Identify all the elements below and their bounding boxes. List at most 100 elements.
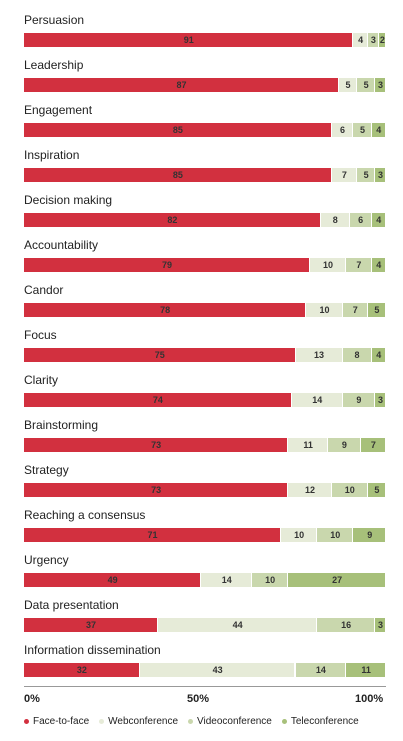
data-label-candor-videoconference: 7 xyxy=(352,305,358,315)
data-label-persuasion-face-to-face: 91 xyxy=(183,35,194,45)
data-label-data-presentation-webconference: 44 xyxy=(232,620,243,630)
bar-data-presentation-teleconference xyxy=(375,618,386,632)
bar-brainstorming-webconference xyxy=(288,438,329,452)
data-label-brainstorming-webconference: 11 xyxy=(303,440,313,450)
legend-dot-icon xyxy=(24,719,29,724)
legend-item-webconference: Webconference xyxy=(99,716,178,727)
data-label-information-dissemination-teleconference: 11 xyxy=(361,665,371,675)
x-axis-line xyxy=(24,686,386,687)
data-label-leadership-videoconference: 5 xyxy=(363,80,369,90)
bar-brainstorming-teleconference xyxy=(360,438,386,452)
bar-focus-webconference xyxy=(295,348,343,362)
bar-strategy-webconference xyxy=(288,483,332,497)
category-label-accountability: Accountability xyxy=(24,238,99,252)
data-label-reaching-a-consensus-teleconference: 9 xyxy=(367,530,373,540)
data-label-brainstorming-face-to-face: 73 xyxy=(151,440,162,450)
legend-dot-icon xyxy=(281,719,287,724)
bar-leadership-videoconference xyxy=(357,78,376,92)
legend-label: Videoconference xyxy=(197,716,272,727)
data-label-clarity-webconference: 14 xyxy=(312,395,323,405)
bar-brainstorming-face-to-face xyxy=(24,438,289,452)
bar-inspiration-teleconference xyxy=(375,168,386,182)
data-label-candor-teleconference: 5 xyxy=(374,305,380,315)
bar-persuasion-videoconference xyxy=(367,33,379,47)
data-label-focus-face-to-face: 75 xyxy=(154,350,165,360)
data-label-engagement-face-to-face: 85 xyxy=(172,125,183,135)
data-label-information-dissemination-webconference: 43 xyxy=(212,665,223,675)
data-label-reaching-a-consensus-videoconference: 10 xyxy=(330,530,341,540)
data-label-decision-making-face-to-face: 82 xyxy=(167,215,178,225)
x-tick-label-0: 0% xyxy=(24,693,40,705)
bar-focus-videoconference xyxy=(342,348,372,362)
category-label-data-presentation: Data presentation xyxy=(24,598,119,612)
bar-engagement-face-to-face xyxy=(24,123,332,137)
data-label-urgency-webconference: 14 xyxy=(221,575,232,585)
x-tick-label-100: 100% xyxy=(355,693,384,705)
category-label-persuasion: Persuasion xyxy=(24,13,85,27)
data-label-data-presentation-teleconference: 3 xyxy=(378,620,384,630)
data-label-accountability-teleconference: 4 xyxy=(376,260,382,270)
bar-clarity-teleconference xyxy=(375,393,386,407)
category-label-reaching-a-consensus: Reaching a consensus xyxy=(24,508,146,522)
bar-leadership-webconference xyxy=(338,78,358,92)
data-label-brainstorming-teleconference: 7 xyxy=(370,440,376,450)
legend-item-teleconference: Teleconference xyxy=(281,716,359,727)
data-label-persuasion-webconference: 4 xyxy=(358,35,364,45)
data-label-data-presentation-face-to-face: 37 xyxy=(85,620,96,630)
data-label-leadership-teleconference: 3 xyxy=(378,80,384,90)
data-label-urgency-face-to-face: 49 xyxy=(107,575,118,585)
data-label-focus-teleconference: 4 xyxy=(376,350,382,360)
bar-information-dissemination-face-to-face xyxy=(24,663,140,677)
category-label-strategy: Strategy xyxy=(24,463,69,477)
data-label-focus-webconference: 13 xyxy=(314,350,325,360)
bar-data-presentation-videoconference xyxy=(317,618,376,632)
category-label-candor: Candor xyxy=(24,283,64,297)
legend-label: Face-to-face xyxy=(33,716,90,727)
bar-focus-teleconference xyxy=(371,348,386,362)
bar-data-presentation-face-to-face xyxy=(24,618,158,632)
data-label-leadership-webconference: 5 xyxy=(345,80,351,90)
data-label-engagement-teleconference: 4 xyxy=(376,125,382,135)
bar-urgency-face-to-face xyxy=(24,573,202,587)
data-label-focus-videoconference: 8 xyxy=(354,350,360,360)
data-label-data-presentation-videoconference: 16 xyxy=(341,620,352,630)
bar-leadership-face-to-face xyxy=(24,78,339,92)
data-label-inspiration-face-to-face: 85 xyxy=(172,170,183,180)
bar-reaching-a-consensus-videoconference xyxy=(317,528,354,542)
bar-urgency-webconference xyxy=(201,573,253,587)
bar-engagement-teleconference xyxy=(371,123,386,137)
bar-information-dissemination-webconference xyxy=(139,663,296,677)
bar-candor-webconference xyxy=(306,303,343,317)
bar-strategy-face-to-face xyxy=(24,483,289,497)
bar-candor-teleconference xyxy=(367,303,386,317)
data-label-brainstorming-videoconference: 9 xyxy=(341,440,347,450)
bar-data-presentation-webconference xyxy=(157,618,318,632)
data-label-inspiration-webconference: 7 xyxy=(341,170,347,180)
bar-candor-videoconference xyxy=(342,303,368,317)
bar-decision-making-teleconference xyxy=(371,213,386,227)
bar-reaching-a-consensus-webconference xyxy=(281,528,318,542)
category-label-brainstorming: Brainstorming xyxy=(24,418,99,432)
bar-decision-making-face-to-face xyxy=(24,213,321,227)
data-label-information-dissemination-face-to-face: 32 xyxy=(76,665,87,675)
data-label-persuasion-videoconference: 3 xyxy=(370,35,376,45)
category-label-focus: Focus xyxy=(24,328,57,342)
data-label-leadership-face-to-face: 87 xyxy=(176,80,187,90)
bar-accountability-face-to-face xyxy=(24,258,310,272)
bar-inspiration-face-to-face xyxy=(24,168,332,182)
data-label-strategy-face-to-face: 73 xyxy=(151,485,162,495)
data-label-decision-making-teleconference: 4 xyxy=(376,215,382,225)
bar-strategy-videoconference xyxy=(331,483,368,497)
bar-decision-making-webconference xyxy=(320,213,350,227)
legend-item-face-to-face: Face-to-face xyxy=(24,716,89,727)
bar-persuasion-face-to-face xyxy=(24,33,354,47)
data-label-decision-making-webconference: 8 xyxy=(332,215,338,225)
bar-engagement-webconference xyxy=(331,123,354,137)
bar-accountability-teleconference xyxy=(371,258,386,272)
data-label-engagement-videoconference: 5 xyxy=(359,125,365,135)
category-label-urgency: Urgency xyxy=(24,553,69,567)
bar-clarity-webconference xyxy=(291,393,343,407)
category-label-information-dissemination: Information dissemination xyxy=(24,643,161,657)
data-label-reaching-a-consensus-face-to-face: 71 xyxy=(147,530,158,540)
